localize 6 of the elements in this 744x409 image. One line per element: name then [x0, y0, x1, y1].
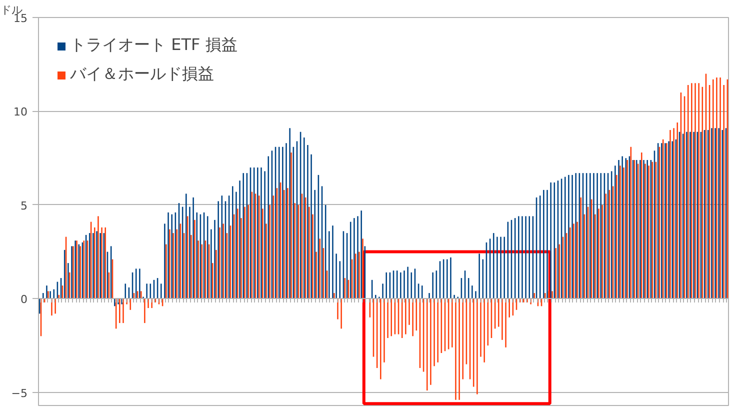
y-tick-label: 10 — [14, 106, 28, 119]
y-tick-label: 0 — [20, 293, 28, 306]
legend-label: トライオート ETF 損益 — [70, 35, 238, 56]
y-tick-label: 5 — [20, 199, 28, 212]
y-tick-label: −5 — [11, 386, 28, 400]
legend-label: バイ＆ホールド損益 — [70, 64, 214, 85]
